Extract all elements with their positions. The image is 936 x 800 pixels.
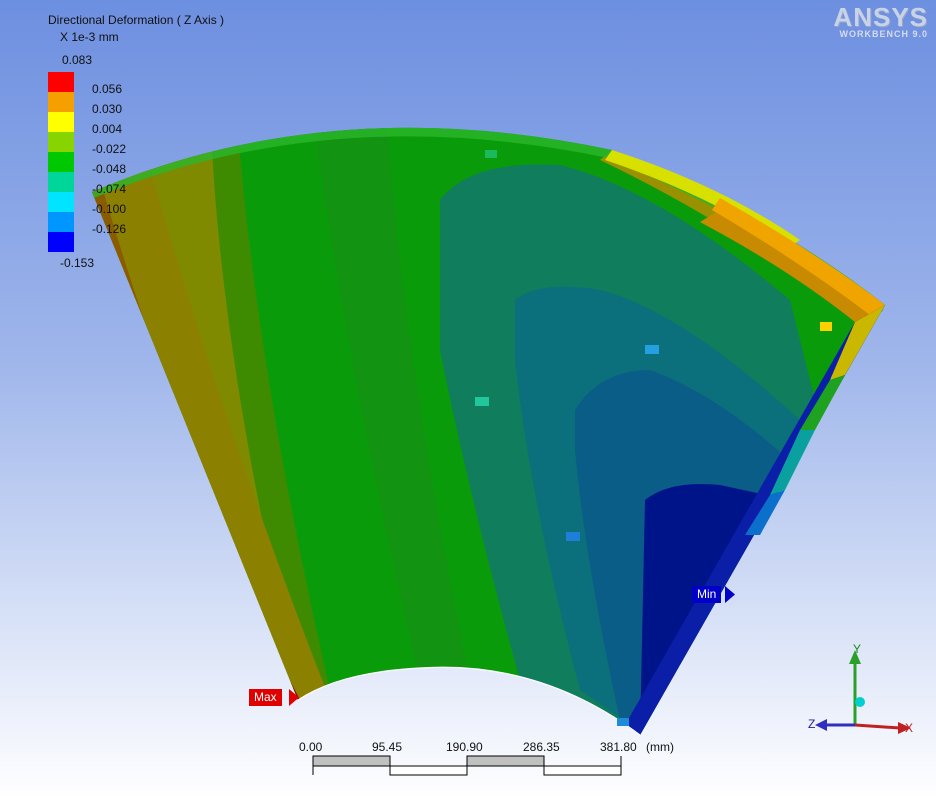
surface-marker xyxy=(475,397,489,406)
legend-tick: 0.004 xyxy=(92,122,123,136)
triad-y-label: Y xyxy=(853,642,862,656)
legend-swatch xyxy=(48,72,74,92)
ansys-logo: ANSYS WORKBENCH 9.0 xyxy=(833,2,928,39)
triad-axes-icon[interactable] xyxy=(805,640,930,740)
legend-swatch xyxy=(48,92,74,112)
surface-marker xyxy=(485,150,497,158)
legend-min-value: -0.153 xyxy=(60,256,95,270)
legend-tick: 0.030 xyxy=(92,102,123,116)
legend-tick: -0.126 xyxy=(92,222,127,236)
legend-tick: -0.022 xyxy=(92,142,127,156)
result-units: X 1e-3 mm xyxy=(60,30,119,44)
scale-tick: 95.45 xyxy=(372,740,403,754)
scale-tick: 190.90 xyxy=(446,740,483,754)
logo-name: ANSYS xyxy=(833,2,928,32)
surface-marker xyxy=(820,322,832,331)
legend-swatch xyxy=(48,232,74,252)
legend-tick: 0.056 xyxy=(92,82,123,96)
legend-swatch xyxy=(48,112,74,132)
min-probe-pointer-icon xyxy=(725,586,735,603)
legend-swatch xyxy=(48,152,74,172)
surface-marker xyxy=(617,718,629,726)
legend-max-value: 0.083 xyxy=(62,53,93,67)
surface-marker xyxy=(566,532,580,541)
legend-swatch xyxy=(48,192,74,212)
legend-swatch xyxy=(48,212,74,232)
triad-z-label: Z xyxy=(808,717,816,731)
scale-unit: (mm) xyxy=(646,740,674,754)
scale-tick: 286.35 xyxy=(523,740,560,754)
result-title: Directional Deformation ( Z Axis ) xyxy=(48,13,225,27)
surface-marker xyxy=(645,345,659,354)
scale-tick: 0.00 xyxy=(299,740,323,754)
legend-tick: -0.100 xyxy=(92,202,127,216)
scale-bar-graphic xyxy=(312,755,622,776)
triad-x-label: X xyxy=(905,721,914,735)
logo-product: WORKBENCH 9.0 xyxy=(839,29,928,39)
max-probe-pointer-icon xyxy=(289,689,299,706)
legend-swatch xyxy=(48,132,74,152)
legend-swatch xyxy=(48,172,74,192)
scale-tick: 381.80 xyxy=(600,740,637,754)
max-probe-label[interactable]: Max xyxy=(249,689,282,706)
legend-tick: -0.074 xyxy=(92,182,127,196)
min-probe-label[interactable]: Min xyxy=(692,586,722,603)
legend-tick: -0.048 xyxy=(92,162,127,176)
